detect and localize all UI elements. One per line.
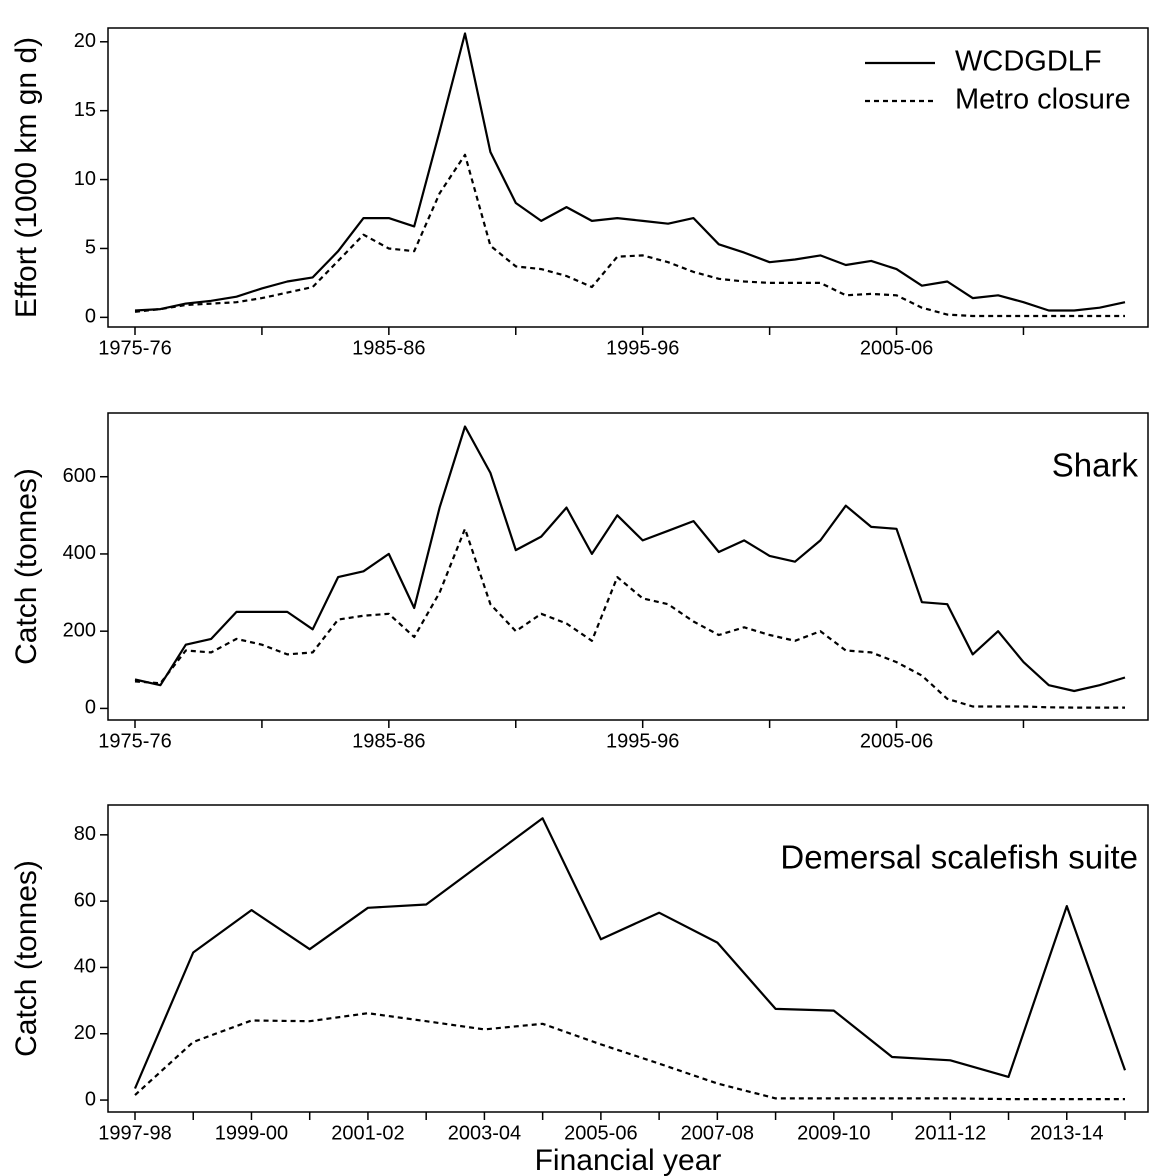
legend-label: WCDGDLF — [955, 46, 1102, 78]
y-tick-label: 40 — [74, 956, 96, 978]
x-tick-label: 1985-86 — [352, 337, 425, 359]
plot-frame — [107, 27, 1149, 328]
y-axis-label: Effort (1000 km gn d) — [10, 37, 43, 318]
x-tick-label: 1999-00 — [215, 1122, 288, 1144]
y-tick-label: 400 — [63, 542, 96, 564]
y-tick-label: 200 — [63, 619, 96, 641]
y-tick-label: 80 — [74, 823, 96, 845]
x-tick-label: 2001-02 — [331, 1122, 404, 1144]
y-axis-label: Catch (tonnes) — [10, 468, 43, 665]
x-tick-label: 2003-04 — [448, 1122, 521, 1144]
series-line — [134, 527, 1125, 709]
x-axis-label: Financial year — [535, 1144, 722, 1176]
x-tick-label: 2005-06 — [860, 730, 933, 752]
x-tick-label: 2013-14 — [1030, 1122, 1103, 1144]
series-line — [134, 425, 1126, 693]
y-tick-label: 0 — [85, 697, 96, 719]
annotation: Demersal scalefish suite — [780, 839, 1138, 876]
x-tick-label: 2005-06 — [564, 1122, 637, 1144]
x-tick-label: 2011-12 — [914, 1122, 986, 1144]
x-tick-label: 1997-98 — [98, 1122, 171, 1144]
x-tick-label: 1975-76 — [98, 337, 171, 359]
plot-frame — [107, 804, 1149, 1113]
plot-frame — [107, 412, 1149, 721]
series-line — [133, 817, 1127, 1089]
x-tick-label: 1995-96 — [606, 730, 679, 752]
y-tick-label: 0 — [85, 306, 96, 328]
series-line — [134, 153, 1125, 318]
y-tick-label: 600 — [63, 465, 96, 487]
annotation: Shark — [1052, 447, 1139, 484]
y-tick-label: 60 — [74, 889, 96, 911]
x-tick-label: 2005-06 — [860, 337, 933, 359]
x-tick-label: 1975-76 — [98, 730, 171, 752]
y-tick-label: 5 — [85, 237, 96, 259]
y-axis-label: Catch (tonnes) — [10, 860, 43, 1057]
series-line — [134, 32, 1126, 312]
y-tick-label: 10 — [74, 168, 96, 190]
y-tick-label: 20 — [74, 1022, 96, 1044]
x-tick-label: 2007-08 — [681, 1122, 754, 1144]
series-line — [134, 1012, 1125, 1101]
y-tick-label: 0 — [85, 1088, 96, 1110]
y-tick-label: 20 — [74, 30, 96, 52]
x-tick-label: 2009-10 — [797, 1122, 870, 1144]
legend-label: Metro closure — [955, 84, 1131, 116]
x-tick-label: 1995-96 — [606, 337, 679, 359]
y-tick-label: 15 — [74, 99, 96, 121]
x-tick-label: 1985-86 — [352, 730, 425, 752]
